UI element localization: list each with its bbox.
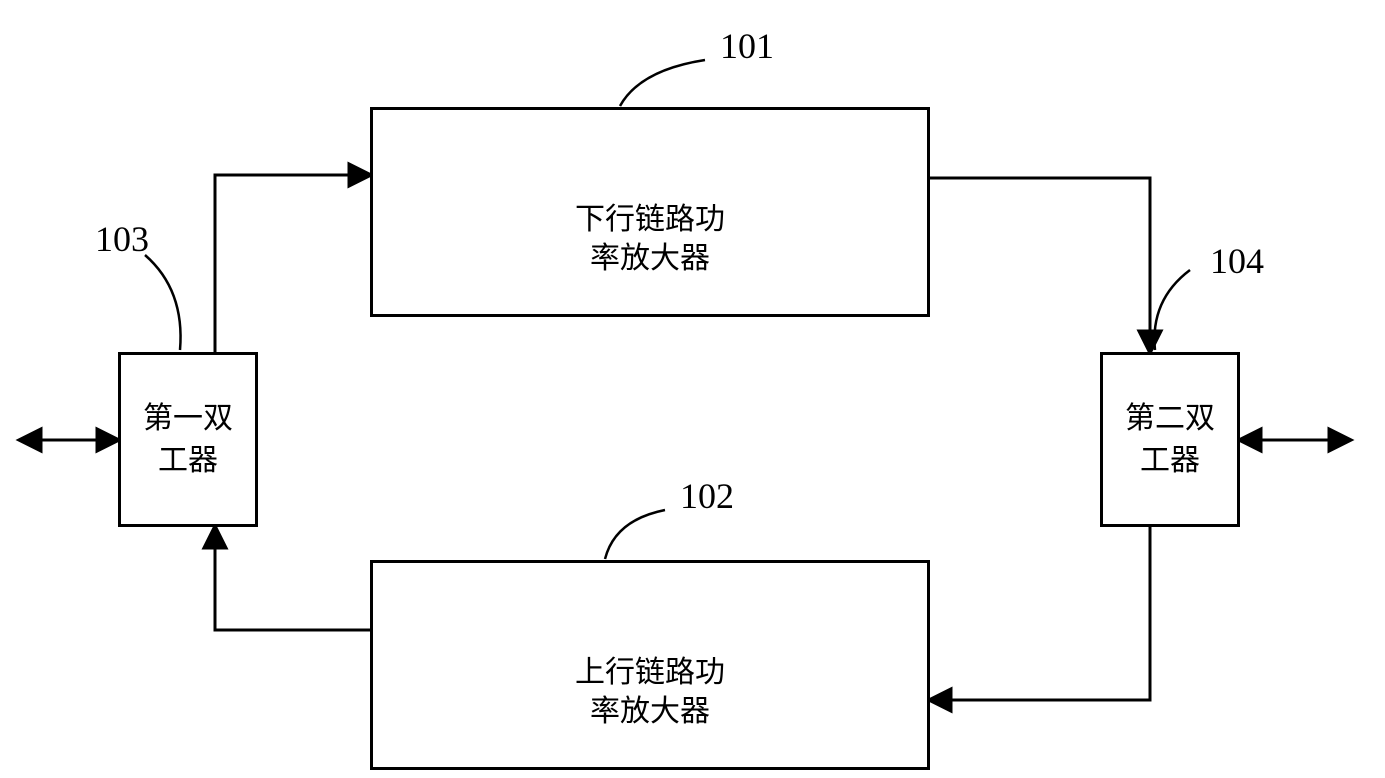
downlink-line2: 率放大器 [590,242,710,275]
duplexer-1-line2: 工器 [158,444,218,477]
uplink-amplifier-box: 上行链路功 率放大器 [370,560,930,770]
duplexer-1-line1: 第一双 [143,402,233,435]
uplink-line1: 上行链路功 [575,656,725,689]
path-duplexer2-to-uplink [930,527,1150,700]
ref-101: 101 [720,25,774,67]
duplexer-2-line2: 工器 [1140,444,1200,477]
leader-102 [605,510,665,559]
leader-103 [145,255,181,350]
leader-101 [620,60,705,106]
duplexer-2-line1: 第二双 [1125,402,1215,435]
ref-102: 102 [680,475,734,517]
path-downlink-to-duplexer2 [930,178,1150,352]
duplexer-1: 第一双 工器 [118,352,258,527]
duplexer-2: 第二双 工器 [1100,352,1240,527]
ref-104: 104 [1210,240,1264,282]
downlink-line1: 下行链路功 [575,203,725,236]
path-duplexer1-to-downlink [215,175,370,352]
ref-103: 103 [95,218,149,260]
downlink-amplifier-box: 下行链路功 率放大器 [370,107,930,317]
leader-104 [1154,270,1190,350]
uplink-line2: 率放大器 [590,695,710,728]
